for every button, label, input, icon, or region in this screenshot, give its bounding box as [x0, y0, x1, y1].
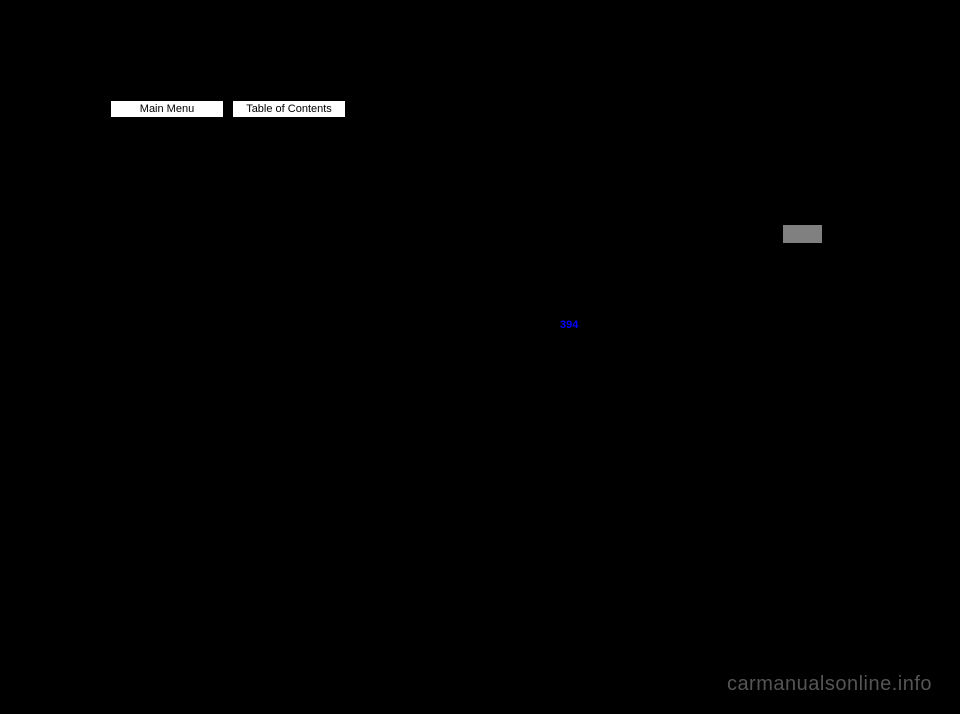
table-of-contents-button[interactable]: Table of Contents [232, 100, 346, 118]
nav-button-row: Main Menu Table of Contents [110, 100, 346, 118]
main-menu-button[interactable]: Main Menu [110, 100, 224, 118]
page-reference-link[interactable]: 394 [560, 319, 578, 331]
page-marker-box [783, 225, 822, 243]
watermark-text: carmanualsonline.info [727, 673, 932, 696]
